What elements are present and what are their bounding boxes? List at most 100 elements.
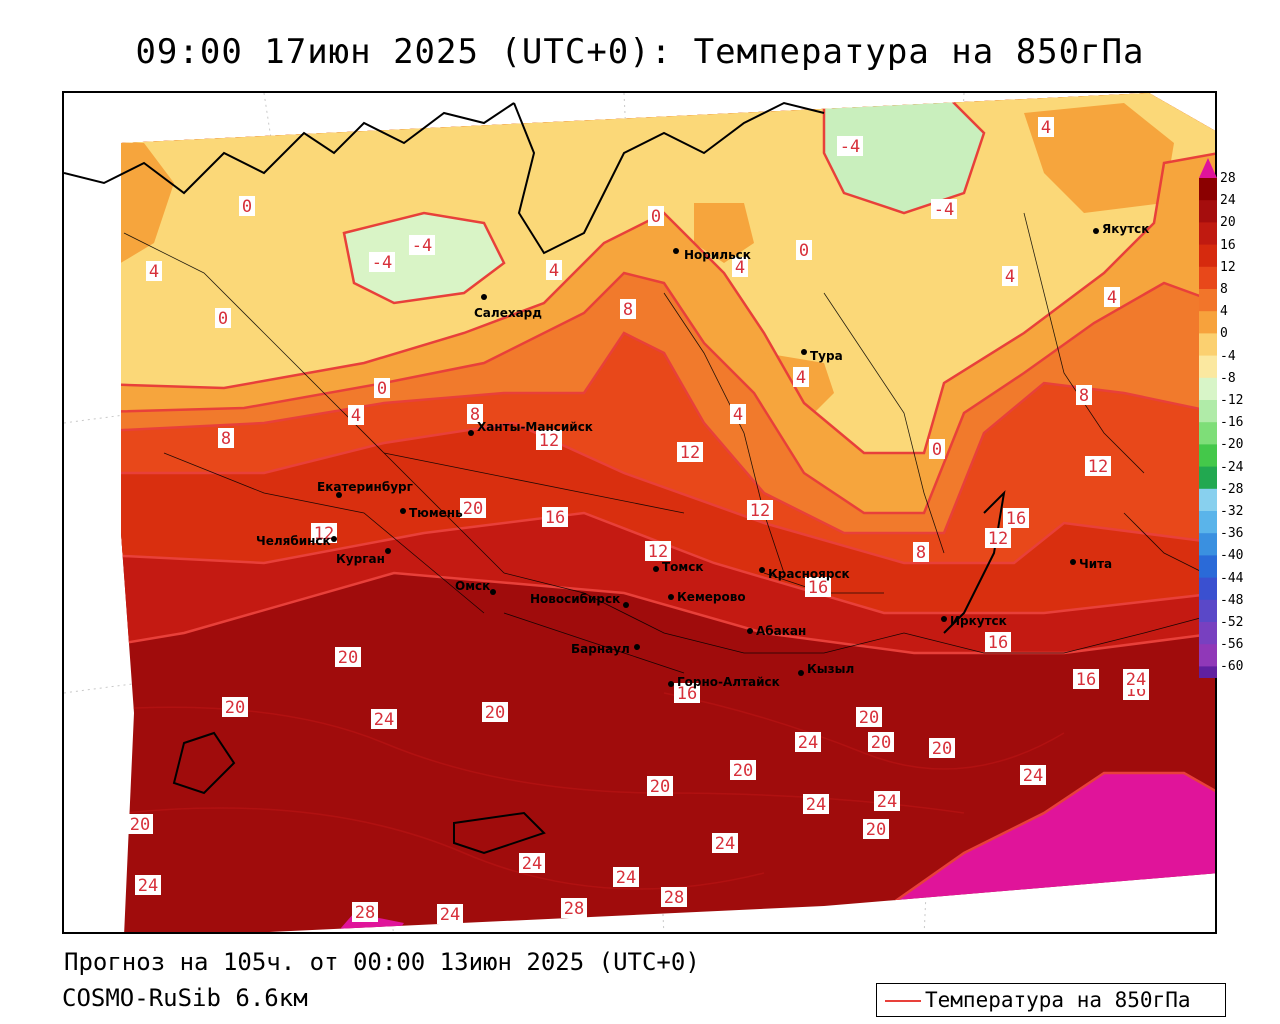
svg-text:8: 8 — [221, 429, 231, 449]
isotherm-label: 20 — [647, 776, 673, 797]
isotherm-label: 0 — [796, 240, 812, 261]
colorbar-segment — [1199, 222, 1217, 246]
city-label: Кемерово — [677, 590, 746, 604]
colorbar-tick-label: -4 — [1220, 348, 1236, 364]
colorbar-segment — [1199, 422, 1217, 445]
isotherm-label: 24 — [874, 791, 900, 812]
isotherm-label: 16 — [805, 577, 831, 598]
colorbar-segment — [1199, 400, 1217, 423]
svg-text:24: 24 — [715, 834, 735, 854]
colorbar-tick-label: -28 — [1220, 481, 1244, 497]
svg-text:24: 24 — [374, 710, 394, 730]
isotherm-label: 24 — [1123, 669, 1149, 690]
colorbar-tick-label: 16 — [1220, 237, 1236, 253]
legend-line-swatch — [885, 1000, 921, 1002]
colorbar-tick-label: 8 — [1220, 282, 1228, 297]
isotherm-label: 4 — [348, 405, 364, 426]
svg-text:24: 24 — [1023, 766, 1043, 786]
svg-text:8: 8 — [470, 405, 480, 425]
isotherm-label: 24 — [371, 709, 397, 730]
colorbar-tick-label: -56 — [1220, 637, 1244, 653]
isotherm-label: -4 — [837, 136, 863, 157]
svg-text:16: 16 — [545, 508, 565, 528]
svg-text:20: 20 — [463, 499, 483, 519]
colorbar-segment — [1199, 622, 1217, 645]
isotherm-label: 16 — [1073, 669, 1099, 690]
city-label: Салехард — [474, 306, 542, 320]
colorbar-segment — [1199, 577, 1217, 601]
colorbar-segment — [1199, 377, 1217, 401]
legend: Температура на 850гПа — [876, 983, 1226, 1017]
svg-text:-4: -4 — [412, 236, 432, 256]
colorbar-tick-label: 24 — [1220, 193, 1236, 209]
city-marker — [759, 567, 765, 573]
colorbar-tick-label: -40 — [1220, 548, 1244, 564]
svg-text:8: 8 — [1079, 386, 1089, 406]
city-label: Екатеринбург — [317, 480, 413, 494]
svg-text:12: 12 — [680, 443, 700, 463]
isotherm-label: 24 — [1020, 765, 1046, 786]
city-label: Ханты-Мансийск — [477, 420, 593, 434]
svg-text:0: 0 — [242, 197, 252, 217]
colorbar-segment — [1199, 266, 1217, 290]
colorbar-segment — [1199, 488, 1217, 512]
svg-text:8: 8 — [916, 543, 926, 563]
colorbar-tick-label: 20 — [1220, 215, 1236, 231]
isotherm-label: 8 — [913, 542, 929, 563]
colorbar-segment — [1199, 311, 1217, 334]
colorbar-segment — [1199, 444, 1217, 468]
colorbar-segment — [1199, 333, 1217, 357]
isotherm-label: 24 — [712, 833, 738, 854]
svg-text:4: 4 — [735, 258, 745, 278]
colorbar-segment — [1199, 533, 1217, 556]
svg-text:0: 0 — [218, 309, 228, 329]
isotherm-label: 20 — [863, 819, 889, 840]
isotherm-label: 16 — [542, 507, 568, 528]
colorbar-segment — [1199, 599, 1217, 623]
isotherm-label: 16 — [674, 683, 700, 704]
svg-text:16: 16 — [1076, 670, 1096, 690]
colorbar-tick-label: -32 — [1220, 504, 1244, 519]
city-marker — [673, 248, 679, 254]
svg-text:24: 24 — [616, 868, 636, 888]
svg-text:24: 24 — [440, 905, 460, 925]
isotherm-label: 28 — [561, 898, 587, 919]
isotherm-label: 4 — [1002, 266, 1018, 287]
city-label: Кызыл — [807, 662, 854, 676]
city-marker — [798, 670, 804, 676]
city-marker — [941, 616, 947, 622]
colorbar-tick-label: -20 — [1220, 437, 1244, 453]
isotherm-label: 4 — [730, 404, 746, 425]
city-marker — [623, 602, 629, 608]
colorbar-tick-label: -24 — [1220, 459, 1244, 475]
isotherm-label: 28 — [352, 902, 378, 923]
svg-text:0: 0 — [799, 241, 809, 261]
svg-text:20: 20 — [225, 698, 245, 718]
isotherm-label: 0 — [374, 378, 390, 399]
isotherm-label: 8 — [620, 299, 636, 320]
colorbar-tick-label: -48 — [1220, 592, 1244, 608]
city-marker — [490, 589, 496, 595]
svg-text:12: 12 — [314, 524, 334, 544]
city-marker — [385, 548, 391, 554]
isotherm-label: 0 — [929, 439, 945, 460]
svg-text:16: 16 — [988, 633, 1008, 653]
isotherm-label: 12 — [747, 500, 773, 521]
svg-text:28: 28 — [564, 899, 584, 919]
isotherm-label: 28 — [661, 887, 687, 908]
svg-text:20: 20 — [866, 820, 886, 840]
svg-text:8: 8 — [623, 300, 633, 320]
isotherm-label: -4 — [409, 235, 435, 256]
isotherm-label: 20 — [335, 647, 361, 668]
city-marker — [668, 681, 674, 687]
isotherm-label: 20 — [127, 814, 153, 835]
svg-text:12: 12 — [750, 501, 770, 521]
city-label: Новосибирск — [530, 592, 620, 606]
city-label: Иркутск — [950, 614, 1007, 628]
isotherm-label: 8 — [467, 404, 483, 425]
svg-text:28: 28 — [355, 903, 375, 923]
legend-label: Температура на 850гПа — [925, 988, 1191, 1012]
svg-text:24: 24 — [877, 792, 897, 812]
city-label: Норильск — [684, 248, 751, 262]
colorbar-tick-label: 0 — [1220, 326, 1228, 342]
